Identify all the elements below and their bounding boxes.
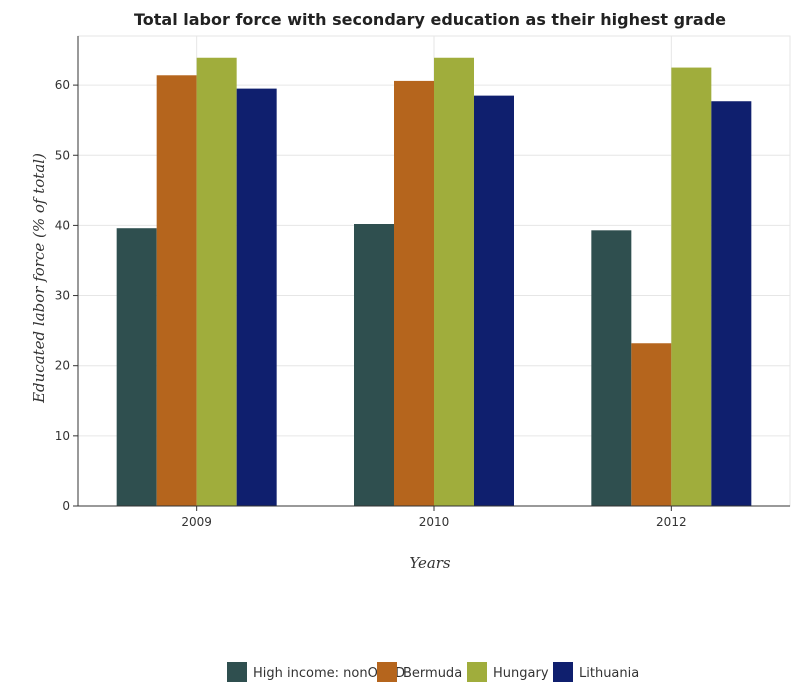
bar-bermuda-2009 xyxy=(156,75,197,507)
legend-swatch xyxy=(377,662,397,682)
chart-title: Total labor force with secondary educati… xyxy=(134,10,726,29)
y-tick-label: 60 xyxy=(55,78,70,92)
x-tick-label: 2012 xyxy=(656,515,687,529)
legend-swatch xyxy=(553,662,573,682)
bar-hungary-2009 xyxy=(196,57,237,506)
x-tick-label: 2010 xyxy=(419,515,450,529)
bar-high-income-nonoecd-2012 xyxy=(591,230,632,507)
bar-lithuania-2009 xyxy=(236,88,277,506)
y-tick-label: 0 xyxy=(62,499,70,513)
legend-label: Hungary xyxy=(493,666,549,681)
x-axis-label: Years xyxy=(409,554,451,572)
y-tick-label: 30 xyxy=(55,289,70,303)
bar-high-income-nonoecd-2009 xyxy=(116,228,157,506)
y-tick-label: 20 xyxy=(55,359,70,373)
legend-swatch xyxy=(467,662,487,682)
bar-bermuda-2012 xyxy=(631,343,672,506)
legend-label: Lithuania xyxy=(579,666,639,681)
bar-lithuania-2010 xyxy=(474,95,514,507)
y-tick-label: 50 xyxy=(55,148,70,162)
bar-hungary-2010 xyxy=(434,57,474,506)
legend-label: High income: nonOECD xyxy=(253,666,405,681)
bar-high-income-nonoecd-2010 xyxy=(354,224,394,506)
bar-hungary-2012 xyxy=(671,67,712,506)
bar-lithuania-2012 xyxy=(711,101,752,507)
y-tick-label: 40 xyxy=(55,218,70,232)
legend-swatch xyxy=(227,662,247,682)
y-tick-label: 10 xyxy=(55,429,70,443)
y-axis-label: Educated labor force (% of total) xyxy=(30,153,48,404)
x-tick-label: 2009 xyxy=(181,515,212,529)
legend-label: Bermuda xyxy=(403,666,462,681)
plot-area: 0 10 20 30 40 50 60 2009 2010 2012 xyxy=(55,35,791,529)
bar-bermuda-2010 xyxy=(394,80,434,507)
